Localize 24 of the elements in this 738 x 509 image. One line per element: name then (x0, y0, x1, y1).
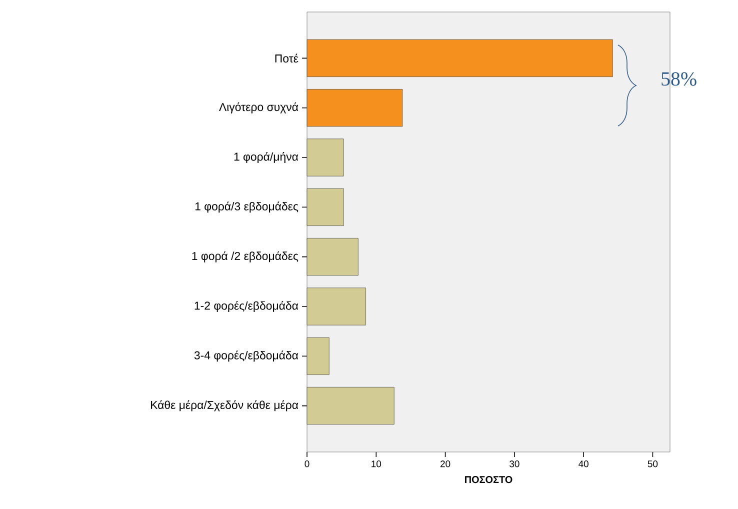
bar (306, 138, 344, 176)
annotation: 58% (662, 72, 696, 86)
bar (306, 89, 403, 127)
x-tick-label: 0 (304, 460, 310, 468)
x-tick-label: 40 (578, 460, 588, 468)
bar (306, 386, 394, 425)
y-tick-label: 1 φορά /2 εβδομάδες (192, 251, 298, 262)
y-tick-label: 1 φορά/3 εβδομάδες (195, 202, 298, 213)
x-tick-label: 30 (510, 460, 520, 468)
x-tick-label: 50 (648, 460, 658, 468)
bar (306, 238, 358, 276)
y-tick-label: Κάθε μέρα/Σχεδόν κάθε μέρα (151, 400, 298, 412)
y-tick-label: 1-2 φορές/εβδομάδα (194, 300, 298, 312)
y-tick-label: Ποτέ (275, 54, 298, 63)
bar (306, 288, 366, 326)
bar (306, 39, 613, 77)
y-tick-label: 3-4 φορές/εβδομάδα (194, 350, 298, 362)
y-tick-label: 1 φορά/μήνα (234, 152, 298, 163)
bar (306, 337, 330, 375)
x-tick-label: 20 (440, 460, 450, 468)
x-axis-title: ΠΟΣΟΣΤΟ (465, 476, 512, 484)
x-tick-label: 10 (372, 460, 382, 468)
y-tick-label: Λιγότερο συχνά (219, 102, 298, 114)
bar (306, 188, 344, 226)
